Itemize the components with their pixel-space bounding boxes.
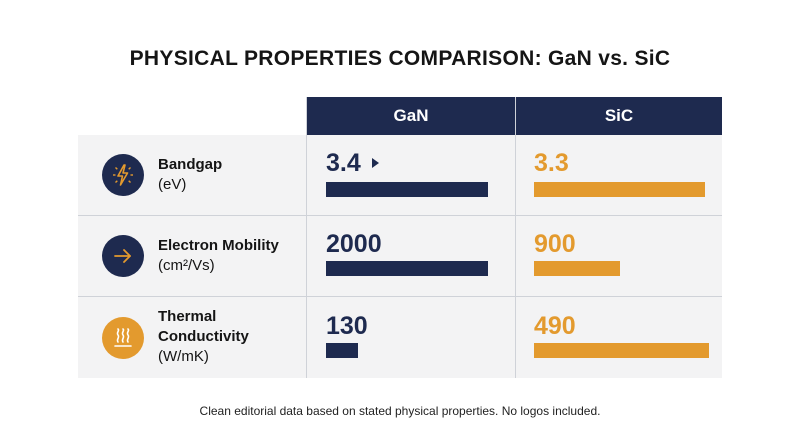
column-header-gan: GaN — [307, 97, 515, 135]
value-gan-thermal-conductivity: 130 — [326, 312, 368, 340]
table-row: Thermal Conductivity (W/mK) 130 490 — [78, 297, 722, 378]
footnote: Clean editorial data based on stated phy… — [199, 404, 601, 418]
value-sic-bandgap: 3.3 — [534, 149, 569, 177]
bar-gan-thermal-conductivity — [326, 343, 358, 358]
row-label-thermal-line1: Thermal — [158, 308, 217, 325]
value-gan-bandgap: 3.4 — [326, 149, 361, 177]
row-label-electron-mobility: Electron Mobility — [158, 237, 279, 254]
comparison-table: GaN SiC Bandgap (eV) 3.4 3.3 — [78, 97, 722, 378]
arrow-right-icon — [102, 235, 144, 277]
lightning-icon — [102, 154, 144, 196]
value-gan-electron-mobility: 2000 — [326, 230, 382, 258]
row-label-thermal-line2: Conductivity — [158, 328, 249, 345]
column-header-sic: SiC — [516, 97, 722, 135]
bar-sic-electron-mobility — [534, 261, 620, 276]
pointer-marker-icon — [372, 158, 379, 168]
value-sic-thermal-conductivity: 490 — [534, 312, 576, 340]
bar-gan-electron-mobility — [326, 261, 488, 276]
bar-gan-bandgap — [326, 182, 488, 197]
divider — [306, 97, 307, 378]
row-label-bandgap: Bandgap — [158, 156, 223, 173]
value-sic-electron-mobility: 900 — [534, 230, 576, 258]
bar-sic-bandgap — [534, 182, 705, 197]
divider — [78, 296, 722, 297]
divider — [78, 215, 722, 216]
chart-title: PHYSICAL PROPERTIES COMPARISON: GaN vs. … — [129, 47, 671, 70]
table-row: Bandgap (eV) 3.4 3.3 — [78, 135, 722, 215]
row-unit-thermal-conductivity: (W/mK) — [158, 348, 209, 365]
bar-sic-thermal-conductivity — [534, 343, 709, 358]
heat-waves-icon — [102, 317, 144, 359]
table-row: Electron Mobility (cm²/Vs) 2000 900 — [78, 216, 722, 296]
divider — [515, 97, 516, 378]
row-unit-electron-mobility: (cm²/Vs) — [158, 257, 215, 274]
row-unit-bandgap: (eV) — [158, 176, 187, 193]
